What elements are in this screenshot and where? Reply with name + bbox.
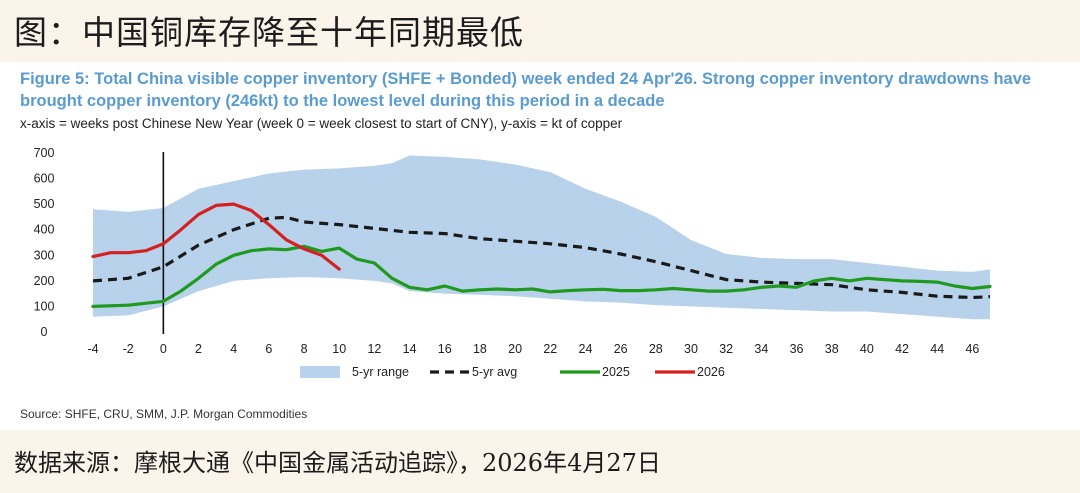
y-tick-label: 0: [41, 325, 48, 339]
legend-label: 5-yr avg: [472, 365, 517, 379]
x-tick-label: -2: [123, 342, 134, 356]
x-tick-label: 42: [895, 342, 909, 356]
page-title: 图：中国铜库存降至十年同期最低: [14, 13, 524, 52]
x-tick-label: 0: [160, 342, 167, 356]
legend-swatch-range: [300, 366, 340, 378]
y-tick-label: 600: [34, 172, 55, 186]
figure-title: Figure 5: Total China visible copper inv…: [20, 70, 1032, 110]
x-tick-label: 32: [719, 342, 733, 356]
series-line: [91, 244, 992, 308]
x-tick-label: 18: [473, 342, 487, 356]
figure-panel: Figure 5: Total China visible copper inv…: [0, 62, 1080, 430]
x-tick-label: 16: [438, 342, 452, 356]
x-tick-label: 22: [543, 342, 557, 356]
y-tick-label: 300: [34, 248, 55, 262]
x-tick-label: 40: [860, 342, 874, 356]
x-tick-label: 2: [195, 342, 202, 356]
x-tick-label: 12: [367, 342, 381, 356]
legend-label: 5-yr range: [352, 365, 409, 379]
x-tick-label: -4: [87, 342, 98, 356]
figure-source: Source: SHFE, CRU, SMM, J.P. Morgan Comm…: [20, 407, 308, 421]
x-tick-label: 26: [614, 342, 628, 356]
series-line: [91, 202, 341, 271]
y-tick-label: 100: [34, 299, 55, 313]
x-tick-label: 38: [825, 342, 839, 356]
x-tick-label: 36: [790, 342, 804, 356]
x-tick-label: 28: [649, 342, 663, 356]
y-tick-label: 200: [34, 274, 55, 288]
range-band: [93, 155, 990, 320]
legend-label: 2025: [602, 365, 630, 379]
x-tick-label: 34: [754, 342, 768, 356]
y-tick-label: 700: [34, 146, 55, 160]
x-tick-label: 6: [265, 342, 272, 356]
x-tick-label: 4: [230, 342, 237, 356]
y-tick-label: 500: [34, 197, 55, 211]
x-tick-label: 44: [930, 342, 944, 356]
x-tick-label: 10: [332, 342, 346, 356]
y-tick-label: 400: [34, 223, 55, 237]
x-tick-label: 8: [301, 342, 308, 356]
footer-source: 数据来源：摩根大通《中国金属活动追踪》，2026年4月27日: [14, 449, 661, 477]
x-tick-label: 24: [579, 342, 593, 356]
x-tick-label: 14: [403, 342, 417, 356]
figure-subtitle: x-axis = weeks post Chinese New Year (we…: [20, 116, 623, 131]
legend-label: 2026: [697, 365, 725, 379]
x-tick-label: 30: [684, 342, 698, 356]
x-tick-label: 20: [508, 342, 522, 356]
x-tick-label: 46: [965, 342, 979, 356]
series-line: [92, 215, 991, 300]
